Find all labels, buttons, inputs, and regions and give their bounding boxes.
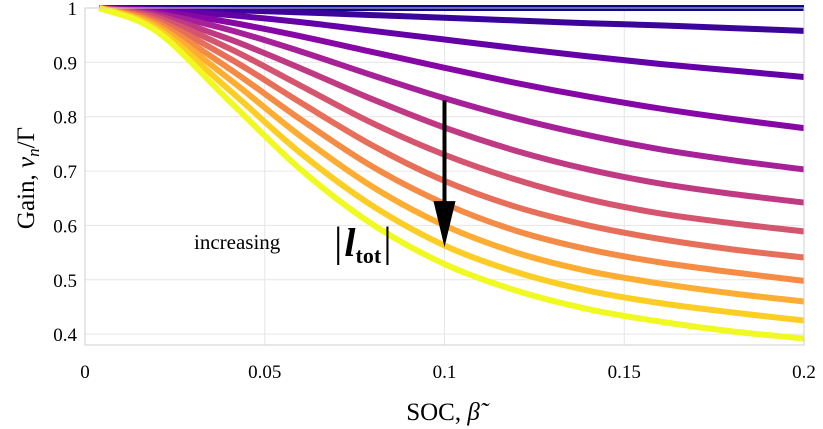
l-tot-symbol: |ltot| [334, 220, 392, 268]
series-line-curve-11 [98, 5, 805, 324]
svg-text:Gain, vn/Γ: Gain, vn/Γ [13, 127, 43, 229]
increasing-arrow-head [433, 201, 456, 248]
series-line-curve-4 [99, 5, 805, 132]
y-tick-label: 0.7 [53, 162, 77, 183]
x-tick-label: 0.15 [608, 362, 641, 383]
y-tick-label: 1 [68, 0, 78, 20]
y-axis-title: Gain, vn/Γ [13, 127, 43, 229]
y-tick-label: 0.9 [53, 53, 77, 74]
tick-labels: 0 0.05 0.1 0.15 0.2 0.4 0.5 0.6 0.7 0.8 0.9 1 [53, 0, 816, 383]
y-tick-label: 0.4 [53, 325, 77, 346]
x-tick-label: 0.2 [792, 362, 816, 383]
series-line-curve-5 [99, 5, 805, 173]
y-tick-label: 0.6 [53, 216, 77, 237]
increasing-annotation: increasing |ltot| [194, 100, 456, 268]
series-line-curve-3 [99, 5, 805, 81]
plot-area-border [84, 7, 805, 346]
y-tick-label: 0.8 [53, 108, 77, 129]
x-tick-label: 0.05 [248, 362, 281, 383]
series-line-curve-12 [98, 5, 805, 342]
x-tick-label: 0 [80, 362, 90, 383]
annotation-label: increasing [194, 230, 281, 254]
y-tick-label: 0.5 [53, 271, 77, 292]
x-axis-title: SOC, β̃ [406, 399, 490, 426]
x-tick-label: 0.1 [433, 362, 457, 383]
series-line-curve-2 [99, 5, 805, 34]
